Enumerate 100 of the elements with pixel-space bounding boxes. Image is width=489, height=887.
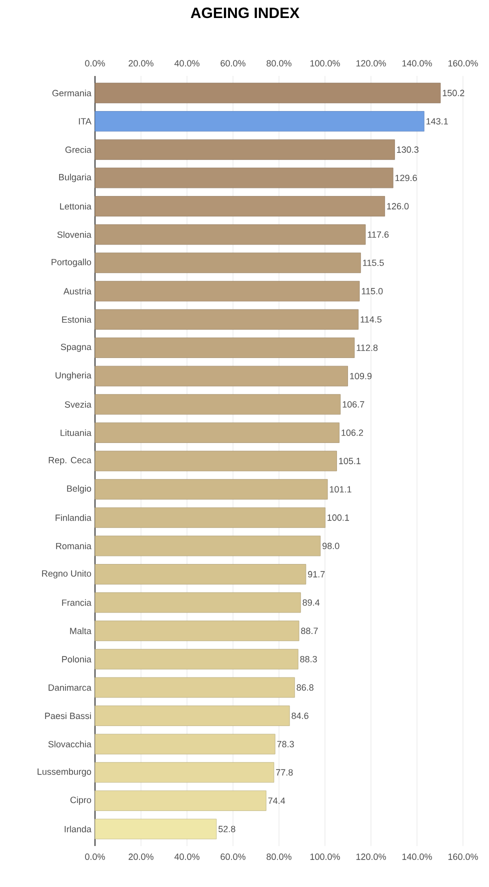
data-label: 100.1 bbox=[328, 514, 349, 521]
data-label: 112.8 bbox=[356, 344, 378, 351]
y-tick-label: Portogallo bbox=[52, 258, 92, 268]
bar bbox=[94, 479, 328, 500]
y-tick-label: Grecia bbox=[65, 146, 92, 153]
data-label: 101.1 bbox=[330, 486, 352, 493]
data-label: 86.8 bbox=[296, 684, 314, 691]
data-label: 105.1 bbox=[339, 458, 360, 464]
bar bbox=[94, 422, 340, 443]
x-tick-label: 80.0% bbox=[266, 854, 292, 860]
bar bbox=[94, 366, 348, 386]
x-tick-label: 160.0% bbox=[448, 854, 478, 860]
bar bbox=[94, 252, 361, 274]
data-label: 150.2 bbox=[442, 90, 464, 96]
y-tick-label: Malta bbox=[70, 628, 92, 634]
bar bbox=[94, 224, 366, 245]
x-tick-label: 100.0% bbox=[310, 854, 340, 860]
data-label: 115.5 bbox=[363, 260, 384, 266]
bar bbox=[94, 734, 276, 754]
y-tick-label: Irlanda bbox=[64, 826, 92, 832]
bar bbox=[94, 620, 300, 642]
y-tick-label: Regno Unito bbox=[42, 570, 92, 578]
chart-title: AGEING INDEX bbox=[190, 8, 300, 18]
data-label: 88.3 bbox=[300, 656, 317, 662]
data-label: 114.5 bbox=[360, 316, 382, 323]
x2-tick-label: 100.0% bbox=[310, 60, 340, 66]
data-label: 91.7 bbox=[308, 571, 325, 578]
bar bbox=[94, 309, 359, 330]
data-label: 84.6 bbox=[292, 712, 308, 719]
y-tick-label: ITA bbox=[78, 118, 92, 124]
data-label: 130.3 bbox=[397, 146, 419, 153]
x-tick-label: 120.0% bbox=[356, 854, 386, 860]
data-label: 98.0 bbox=[322, 542, 340, 550]
bar bbox=[94, 790, 266, 811]
data-label: 78.3 bbox=[277, 740, 294, 748]
bar bbox=[94, 564, 306, 584]
bar bbox=[94, 536, 321, 556]
data-label: 88.7 bbox=[301, 628, 318, 634]
y-tick-label: Lituania bbox=[60, 429, 92, 436]
x2-tick-label: 160.0% bbox=[448, 60, 478, 66]
bar bbox=[94, 168, 394, 188]
x-tick-label: 20.0% bbox=[128, 854, 154, 860]
x-tick-label: 40.0% bbox=[174, 854, 200, 860]
y-tick-label: Spagna bbox=[60, 344, 92, 352]
y-tick-label: Austria bbox=[63, 288, 92, 294]
y-tick-label: Danimarca bbox=[48, 684, 92, 691]
x2-tick-label: 20.0% bbox=[128, 60, 154, 66]
bar bbox=[94, 82, 441, 104]
y-tick-label: Cipro bbox=[70, 796, 92, 805]
bar bbox=[94, 111, 424, 132]
y-tick-label: Bulgaria bbox=[59, 174, 92, 182]
bar bbox=[94, 762, 274, 783]
x2-tick-label: 0.0% bbox=[85, 60, 105, 66]
bar bbox=[94, 818, 217, 840]
bar bbox=[94, 592, 301, 613]
x-tick-label: 60.0% bbox=[220, 854, 246, 860]
data-label: 109.9 bbox=[350, 372, 372, 380]
x2-tick-label: 80.0% bbox=[266, 60, 292, 66]
bar bbox=[94, 677, 295, 698]
y-tick-label: Slovenia bbox=[57, 231, 92, 238]
y-tick-label: Slovacchia bbox=[48, 740, 92, 748]
bar bbox=[94, 139, 395, 160]
bar bbox=[94, 450, 337, 472]
data-label: 143.1 bbox=[426, 118, 448, 124]
data-label: 77.8 bbox=[276, 769, 293, 776]
data-label: 89.4 bbox=[302, 599, 320, 606]
x2-tick-label: 140.0% bbox=[402, 60, 432, 66]
y-tick-label: Estonia bbox=[62, 316, 92, 323]
data-label: 129.6 bbox=[395, 174, 417, 182]
y-tick-label: Francia bbox=[62, 599, 92, 606]
bar bbox=[94, 196, 385, 216]
data-label: 117.6 bbox=[368, 231, 389, 238]
y-tick-label: Ungheria bbox=[56, 372, 92, 380]
data-label: 106.7 bbox=[342, 401, 364, 408]
x-tick-label: 0.0% bbox=[85, 854, 105, 860]
y-tick-label: Paesi Bassi bbox=[45, 712, 91, 720]
bar bbox=[94, 648, 298, 670]
y-tick-label: Belgio bbox=[67, 485, 92, 494]
data-label: 115.0 bbox=[362, 288, 383, 294]
y-tick-label: Lettonia bbox=[60, 202, 92, 210]
x-tick-label: 140.0% bbox=[402, 854, 432, 860]
data-label: 126.0 bbox=[387, 203, 409, 210]
bar bbox=[94, 338, 355, 358]
bar bbox=[94, 280, 360, 302]
bar bbox=[94, 706, 290, 726]
x2-tick-label: 120.0% bbox=[356, 60, 386, 66]
y-tick-label: Polonia bbox=[62, 656, 92, 662]
y-tick-label: Romania bbox=[56, 542, 92, 550]
bar bbox=[94, 507, 326, 528]
y-tick-label: Germania bbox=[52, 90, 92, 96]
x2-tick-label: 60.0% bbox=[220, 60, 246, 66]
x2-tick-label: 40.0% bbox=[174, 60, 200, 66]
y-tick-label: Lussemburgo bbox=[38, 768, 92, 777]
y-tick-label: Finlandia bbox=[56, 514, 92, 521]
bar bbox=[94, 394, 341, 415]
data-label: 52.8 bbox=[218, 826, 236, 832]
data-label: 74.4 bbox=[268, 798, 286, 804]
y-tick-label: Rep. Ceca bbox=[48, 456, 92, 466]
data-label: 106.2 bbox=[342, 430, 364, 436]
y-tick-label: Svezia bbox=[64, 401, 92, 408]
